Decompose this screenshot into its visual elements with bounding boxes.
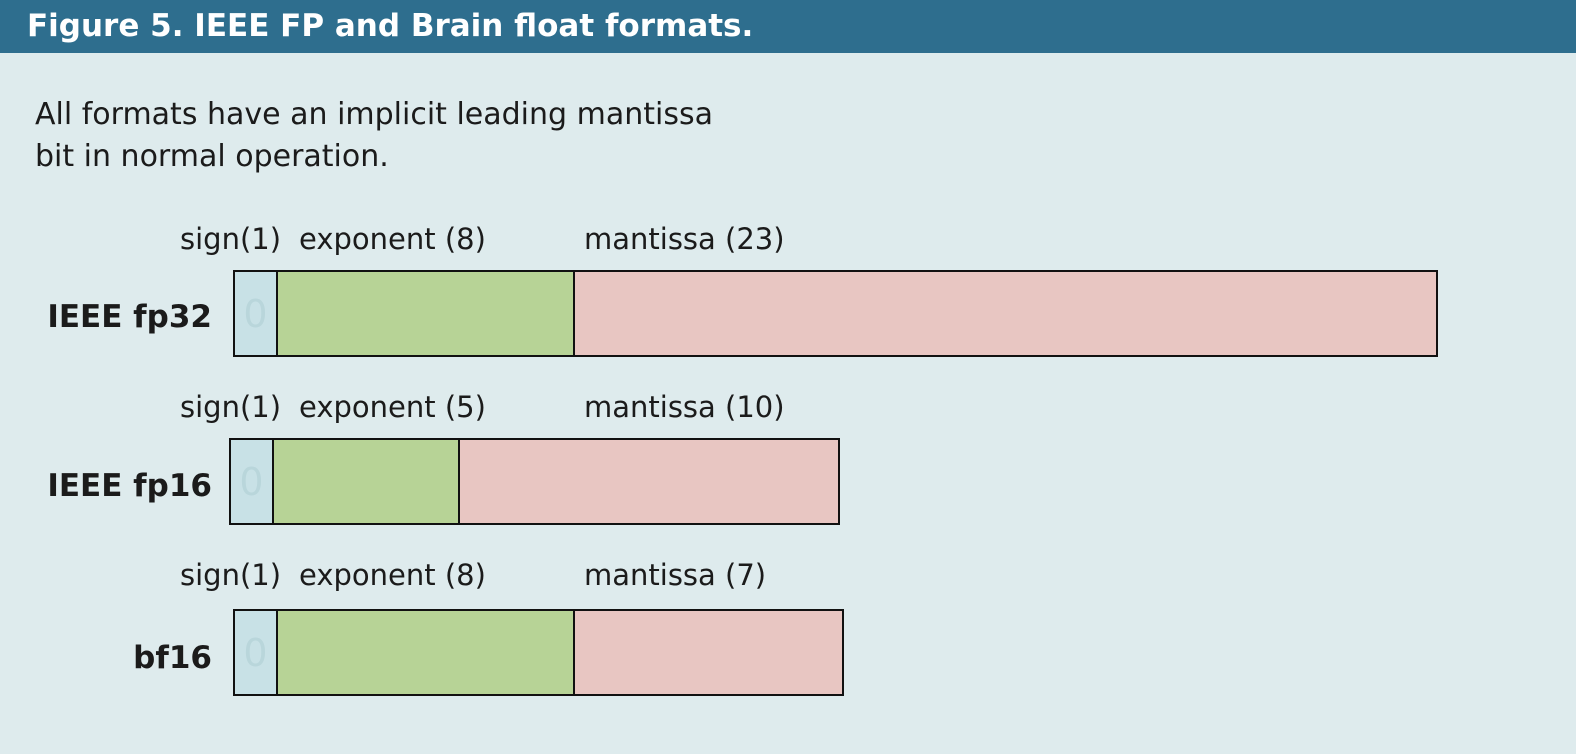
figure-caption: All formats have an implicit leading man… — [35, 97, 713, 174]
mantissa-segment — [573, 272, 1436, 355]
format-name: IEEE fp16 — [47, 468, 212, 504]
sign-segment: 0 — [235, 272, 276, 355]
mantissa-segment — [458, 440, 838, 523]
exponent-segment — [272, 440, 460, 523]
sign-segment: 0 — [235, 611, 276, 694]
format-name: IEEE fp32 — [47, 299, 212, 335]
sign-field-label: sign(1) — [180, 390, 282, 424]
mantissa-field-label: mantissa (7) — [584, 558, 767, 592]
exponent-field-label: exponent (8) — [299, 222, 486, 256]
sign-field-label: sign(1) — [180, 558, 282, 592]
exponent-field-label: exponent (8) — [299, 558, 486, 592]
figure-title: Figure 5. IEEE FP and Brain float format… — [27, 8, 754, 44]
mantissa-segment — [573, 611, 842, 694]
sign-segment: 0 — [231, 440, 272, 523]
header-bar: Figure 5. IEEE FP and Brain float format… — [0, 0, 1576, 53]
bit-layout-bar: 0 — [233, 270, 1438, 357]
exponent-segment — [276, 272, 575, 355]
exponent-segment — [276, 611, 575, 694]
bit-layout-bar: 0 — [233, 609, 844, 696]
sign-field-label: sign(1) — [180, 222, 282, 256]
bit-layout-bar: 0 — [229, 438, 840, 525]
mantissa-field-label: mantissa (23) — [584, 222, 785, 256]
exponent-field-label: exponent (5) — [299, 390, 486, 424]
mantissa-field-label: mantissa (10) — [584, 390, 785, 424]
format-name: bf16 — [133, 640, 212, 676]
